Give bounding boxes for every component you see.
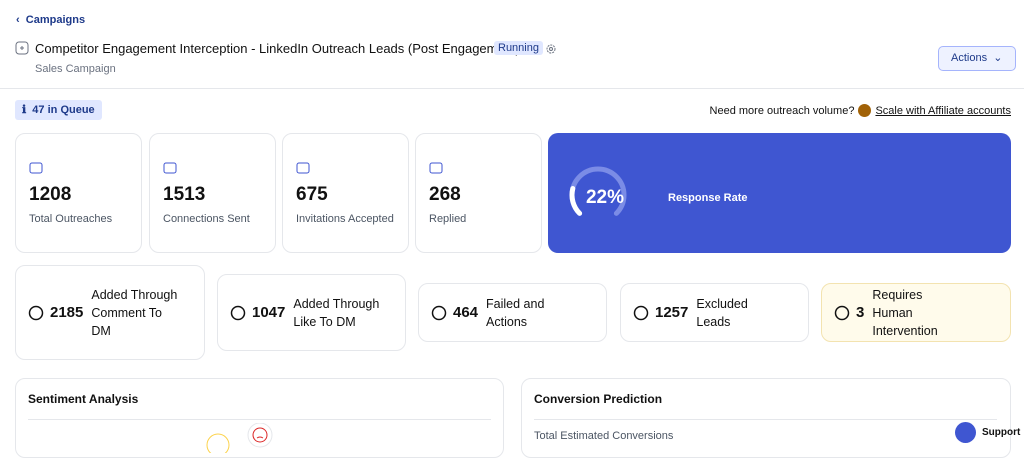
avatar — [858, 104, 872, 117]
stat-value: 675 — [296, 184, 328, 205]
lead-icon — [230, 305, 246, 320]
lead-card: 1257 Excluded Leads — [620, 283, 809, 342]
lead-label: Added Through Like To DM — [293, 296, 380, 329]
stat-card: 1513 Connections Sent — [149, 133, 276, 253]
lead-card: 2185 Added Through Comment To DM — [15, 265, 205, 360]
campaign-icon — [15, 41, 29, 55]
divider — [534, 419, 997, 420]
promo: Need more outreach volume? Scale with Aff… — [710, 104, 1011, 117]
lead-icon — [834, 305, 850, 320]
lead-card: 1047 Added Through Like To DM — [217, 274, 406, 351]
stat-card: 675 Invitations Accepted — [282, 133, 409, 253]
divider — [0, 88, 1024, 89]
response-label: Response Rate — [668, 192, 748, 204]
lead-value: 3 — [856, 304, 865, 321]
gauge — [569, 166, 627, 216]
conversion-panel: Conversion Prediction Total Estimated Co… — [521, 378, 1011, 458]
lead-value: 1257 — [655, 304, 689, 321]
stat-label: Replied — [429, 213, 467, 225]
support-icon[interactable] — [955, 422, 976, 443]
stat-icon — [296, 162, 310, 174]
queue-count: 47 — [32, 104, 45, 116]
stat-label: Connections Sent — [163, 213, 250, 225]
lead-icon — [431, 305, 447, 320]
response-value: 22% — [585, 187, 625, 208]
stat-icon — [163, 162, 177, 174]
stat-card: 268 Replied — [415, 133, 542, 253]
stat-value: 1513 — [163, 184, 206, 205]
app: ‹ Campaigns Competitor Engagement Interc… — [0, 14, 1024, 458]
panel-title: Conversion Prediction — [534, 392, 663, 406]
lead-label: Requires Human Intervention — [872, 287, 938, 338]
stat-label: Invitations Accepted — [296, 213, 394, 225]
lead-label: Excluded Leads — [696, 296, 748, 329]
support-text[interactable]: Support — [982, 427, 1021, 438]
campaign-title: Competitor Engagement Interception - Lin… — [35, 41, 520, 56]
page: {"nav": {"back": "Campaigns"}, "header":… — [0, 14, 1024, 458]
divider — [28, 419, 491, 420]
panel-subtitle: Total Estimated Conversions — [534, 430, 674, 442]
promo-text: Need more outreach volume? — [709, 104, 855, 117]
response-card: 22% Response Rate — [548, 133, 1011, 253]
status-badge: Running — [494, 41, 543, 55]
actions-text[interactable]: Actions — [951, 52, 988, 64]
sentiment-icons — [206, 423, 273, 453]
queue-badge: ℹ 47 in Queue — [15, 100, 102, 120]
gauge-value — [569, 186, 583, 216]
stat-icon — [29, 162, 43, 174]
queue-label: in Queue — [47, 104, 95, 116]
lead-value: 464 — [453, 304, 479, 321]
support-button[interactable]: Support — [955, 422, 1020, 443]
lead-label: Failed and Actions — [486, 296, 545, 329]
lead-icon — [633, 305, 649, 320]
promo-link[interactable]: Scale with Affiliate accounts — [875, 104, 1011, 117]
lead-value: 1047 — [252, 304, 286, 321]
settings-icon[interactable] — [545, 43, 557, 55]
lead-icon — [28, 305, 44, 320]
campaign-subtitle: Sales Campaign — [35, 63, 116, 75]
lead-value: 2185 — [50, 304, 84, 321]
stat-value: 1208 — [29, 184, 72, 205]
lead-label: Added Through Comment To DM — [91, 287, 178, 338]
back-link[interactable]: ‹ Campaigns — [16, 14, 86, 26]
sentiment-panel: Sentiment Analysis — [15, 378, 504, 458]
back-text[interactable]: Campaigns — [25, 14, 86, 26]
actions-button[interactable]: Actions ⌄ — [938, 46, 1016, 71]
stat-card: 1208 Total Outreaches — [15, 133, 142, 253]
lead-card: 3 Requires Human Intervention — [821, 283, 1011, 342]
lead-card: 464 Failed and Actions — [418, 283, 607, 342]
stat-icon — [429, 162, 443, 174]
stat-value: 268 — [429, 184, 461, 205]
stat-label: Total Outreaches — [29, 213, 113, 225]
panel-title: Sentiment Analysis — [28, 392, 139, 406]
